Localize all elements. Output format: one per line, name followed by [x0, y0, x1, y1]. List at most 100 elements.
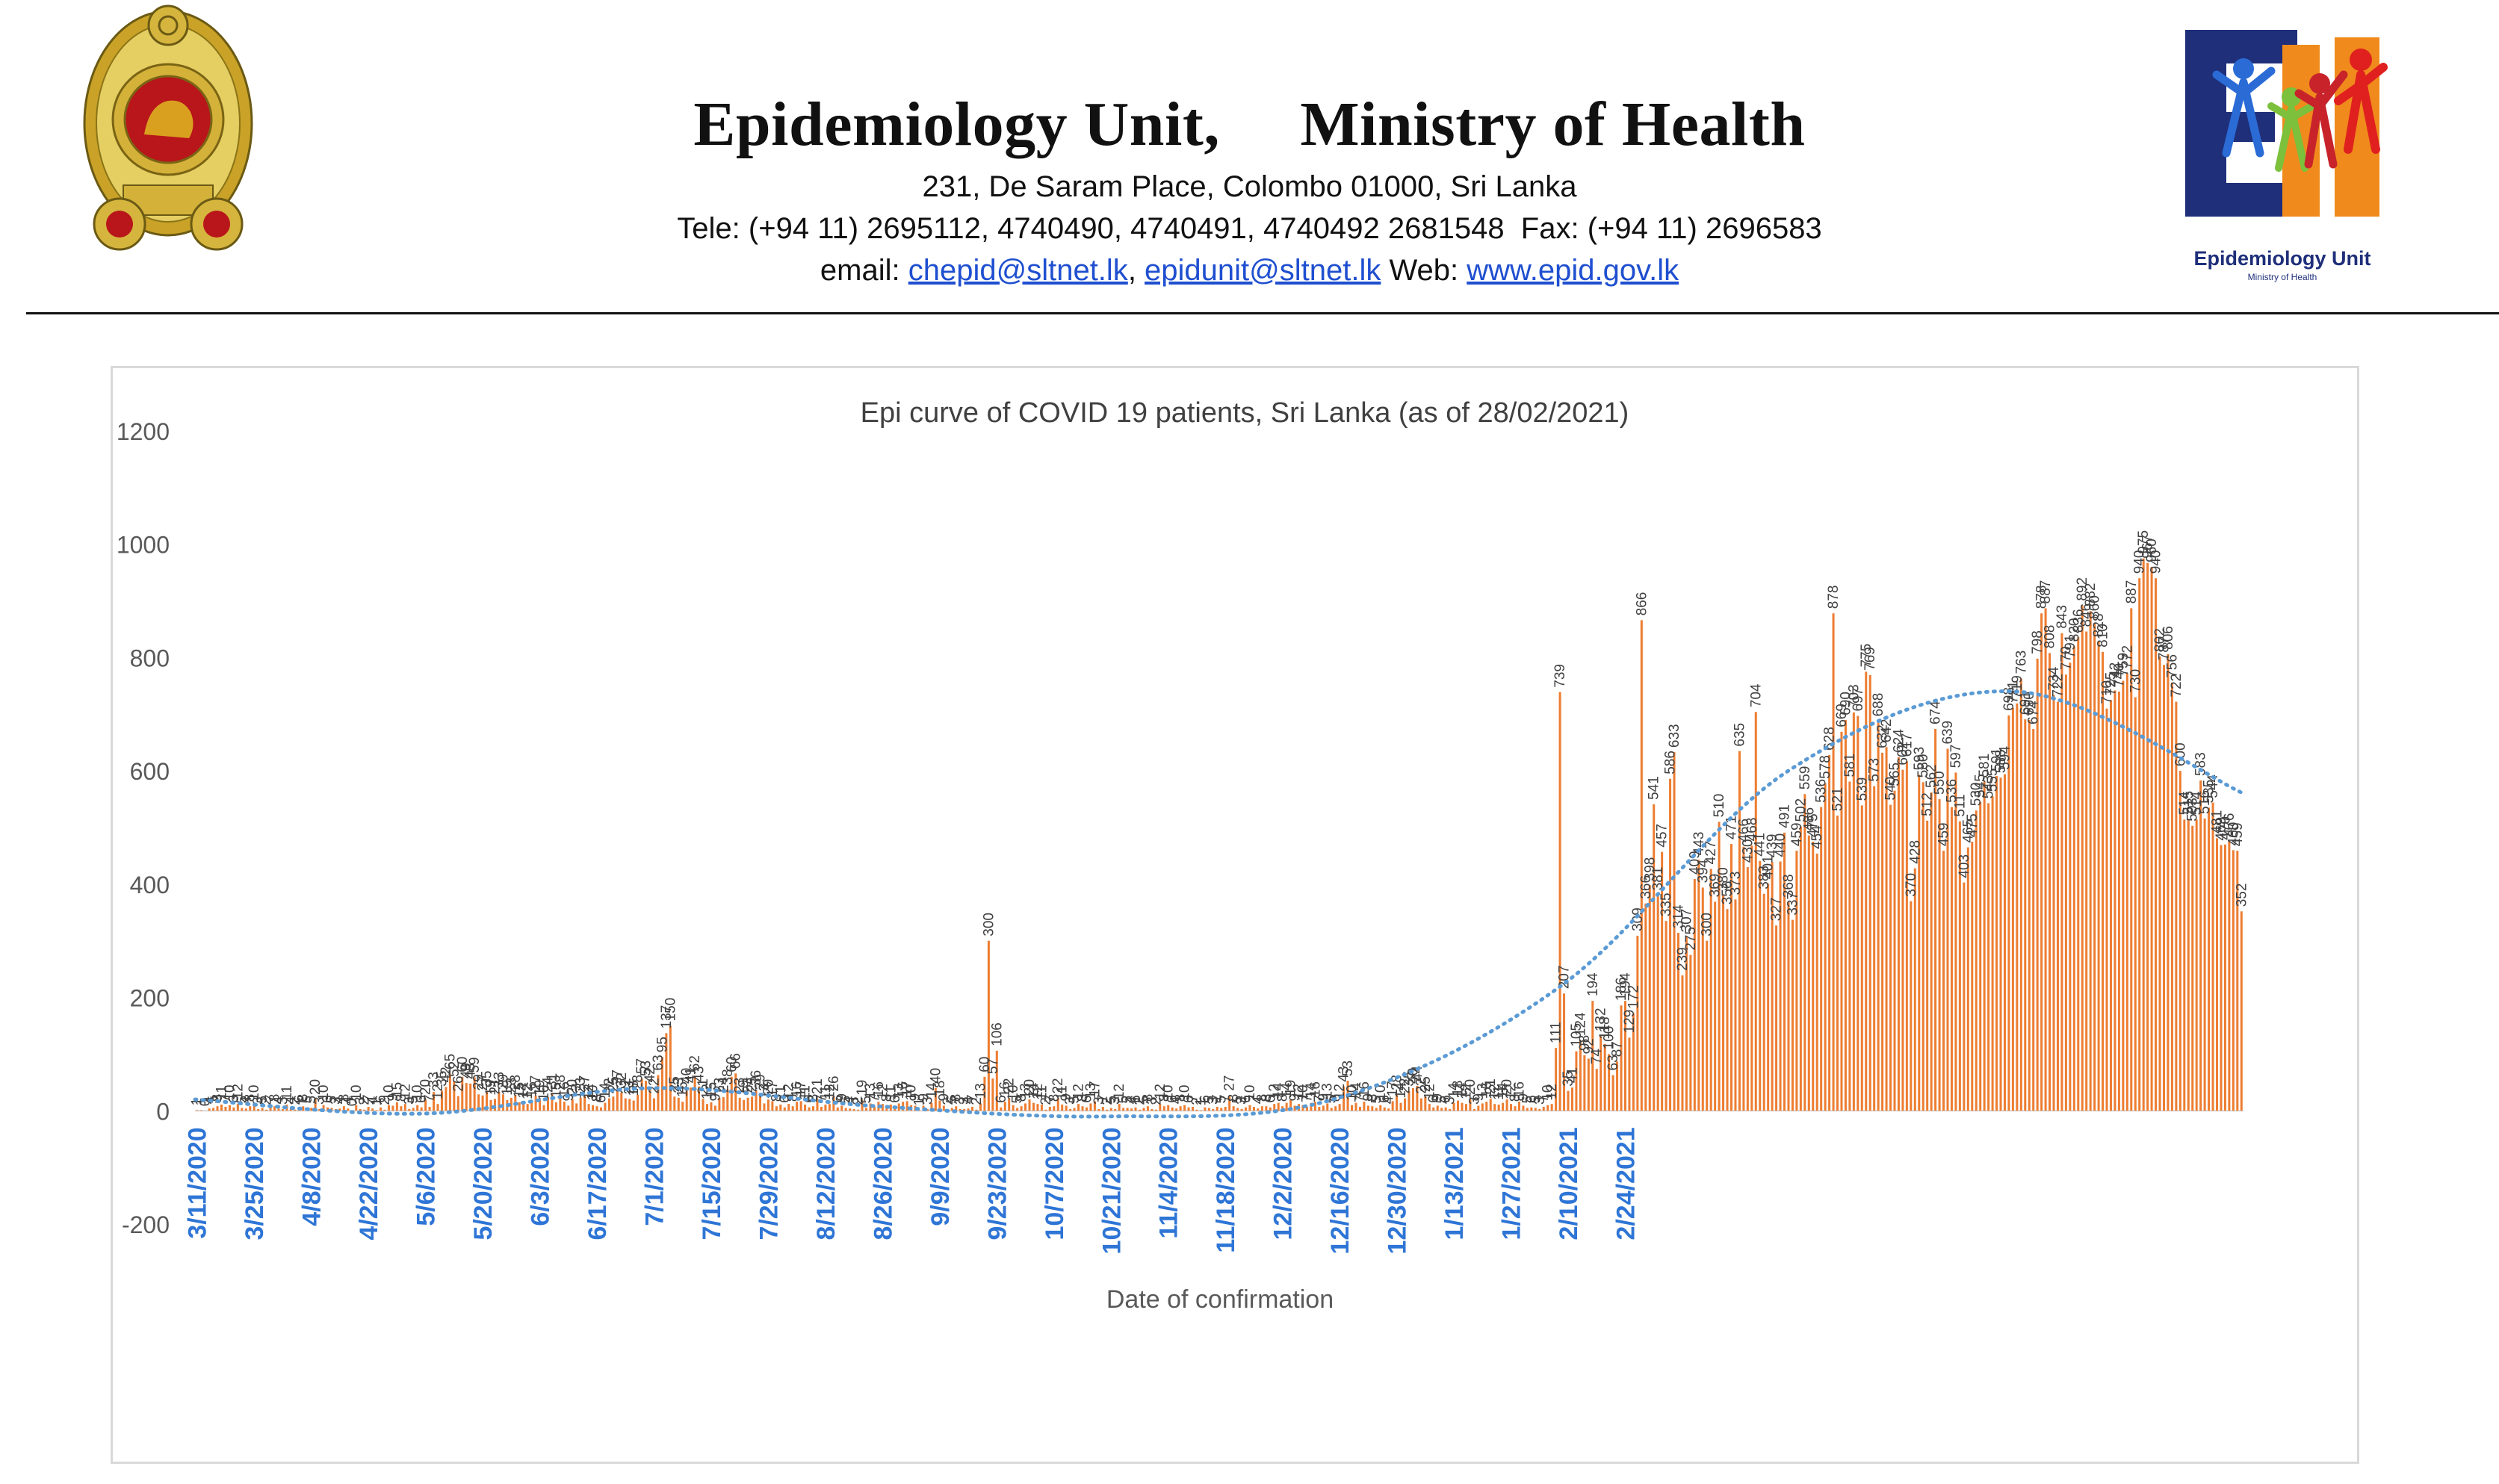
- bar: [542, 1105, 545, 1111]
- bar: [738, 1097, 741, 1111]
- bar-value-label: 3: [953, 1096, 968, 1105]
- x-tick-label: 7/1/2020: [640, 1127, 669, 1226]
- bar-value-label: 536: [1814, 779, 1830, 803]
- bar: [1464, 1104, 1467, 1111]
- epi-curve-chart: Epi curve of COVID 19 patients, Sri Lank…: [117, 397, 2249, 1314]
- bar: [612, 1096, 615, 1111]
- bar-value-label: 27: [528, 1075, 544, 1091]
- bar-value-label: 7: [1210, 1094, 1225, 1102]
- bar-value-label: 2: [969, 1097, 985, 1105]
- bar: [1330, 1108, 1333, 1111]
- bar-value-label: 300: [981, 913, 997, 937]
- bar-value-label: 10: [1242, 1085, 1258, 1101]
- bar: [1056, 1098, 1059, 1111]
- bar: [1322, 1105, 1325, 1111]
- bar: [857, 1109, 860, 1111]
- bar-value-label: 13: [1320, 1083, 1336, 1099]
- bar: [2130, 608, 2133, 1111]
- bar: [1530, 1107, 1533, 1111]
- bar-value-label: 10: [586, 1085, 601, 1101]
- y-tick-label: 200: [130, 985, 170, 1012]
- bar: [567, 1105, 570, 1111]
- bar: [677, 1097, 680, 1111]
- y-tick-label: -200: [122, 1211, 170, 1238]
- bar: [383, 1109, 386, 1111]
- bar: [1750, 845, 1753, 1111]
- bar-value-label: 13: [1018, 1083, 1034, 1099]
- title-left: Epidemiology Unit,: [693, 90, 1220, 159]
- bar-value-label: 12: [1458, 1084, 1474, 1099]
- title-right: Ministry of Health: [1300, 90, 1806, 159]
- bar: [1424, 1096, 1427, 1111]
- logo-caption: Epidemiology Unit: [2193, 247, 2371, 270]
- bar-value-label: 41: [1564, 1067, 1580, 1083]
- bar-value-label: 380: [1716, 867, 1732, 891]
- bar: [1061, 1104, 1064, 1111]
- bar: [1852, 712, 1855, 1111]
- bar: [330, 1108, 333, 1111]
- bar: [995, 1050, 998, 1111]
- bar: [1224, 1106, 1227, 1111]
- bar: [1114, 1109, 1117, 1111]
- bar-value-label: 5: [1214, 1096, 1230, 1104]
- bar-value-label: 6: [830, 1095, 846, 1103]
- bar-value-label: 12: [1544, 1084, 1560, 1099]
- chart-title: Epi curve of COVID 19 patients, Sri Lank…: [861, 397, 1629, 429]
- bar: [322, 1105, 325, 1111]
- bar: [963, 1109, 966, 1111]
- bar: [1440, 1108, 1443, 1111]
- bar-value-label: 43: [1337, 1067, 1352, 1082]
- bar-value-label: 703: [1846, 684, 1862, 708]
- bar: [1167, 1105, 1170, 1111]
- bar-value-label: 172: [1626, 985, 1641, 1009]
- bar: [2072, 646, 2075, 1111]
- bar-value-label: 9: [1516, 1093, 1532, 1102]
- bar-value-label: 476: [2222, 813, 2238, 837]
- bar-value-label: 878: [2034, 586, 2050, 609]
- bar: [681, 1102, 684, 1111]
- bar: [587, 1104, 590, 1111]
- bar-value-label: 12: [1153, 1084, 1168, 1099]
- bar-value-label: 4: [961, 1096, 976, 1104]
- bar-value-label: 469: [2214, 817, 2229, 841]
- bar-value-label: 9: [1471, 1093, 1487, 1102]
- bar-value-label: 3: [1234, 1096, 1250, 1105]
- bar-value-label: 573: [1867, 758, 1883, 782]
- bar-value-label: 14: [1446, 1082, 1462, 1099]
- bar-value-label: 639: [1940, 721, 1956, 745]
- bar: [1134, 1107, 1137, 1111]
- email-link-2[interactable]: epidunit@sltnet.lk: [1145, 254, 1381, 287]
- bar-value-label: 14: [1026, 1082, 1041, 1099]
- bar: [1656, 895, 1659, 1111]
- bar: [705, 1104, 709, 1111]
- bar-value-label: 593: [1912, 747, 1927, 771]
- bar: [1795, 851, 1798, 1111]
- bar-value-label: 545: [1973, 774, 1989, 798]
- bar-value-label: 6: [802, 1095, 817, 1103]
- bar-value-label: 12: [1332, 1084, 1348, 1099]
- bar: [1706, 940, 1709, 1111]
- bar: [1510, 1104, 1513, 1111]
- bar: [975, 1109, 978, 1111]
- bar: [1558, 692, 1561, 1111]
- bar-value-label: 9: [936, 1093, 952, 1102]
- bar: [1089, 1103, 1092, 1111]
- bar: [1126, 1108, 1129, 1111]
- bar-value-label: 21: [810, 1078, 826, 1094]
- bar: [669, 1025, 672, 1111]
- bar-value-label: 940: [2149, 550, 2164, 574]
- bar-value-label: 27: [1222, 1075, 1238, 1091]
- bar: [1318, 1106, 1321, 1111]
- bar: [604, 1102, 607, 1111]
- bar: [1918, 774, 1921, 1111]
- bar-value-label: 719: [2010, 675, 2025, 699]
- bar-value-label: 59: [467, 1057, 483, 1072]
- bar: [1860, 805, 1863, 1111]
- website-link[interactable]: www.epid.gov.lk: [1467, 254, 1679, 287]
- bar-value-label: 802: [2152, 628, 2168, 652]
- email-link-1[interactable]: chepid@sltnet.lk: [908, 254, 1128, 287]
- bar: [1228, 1095, 1231, 1111]
- bar: [1538, 1109, 1541, 1111]
- bar: [1570, 1087, 1573, 1111]
- bar-value-label: 194: [1585, 972, 1601, 996]
